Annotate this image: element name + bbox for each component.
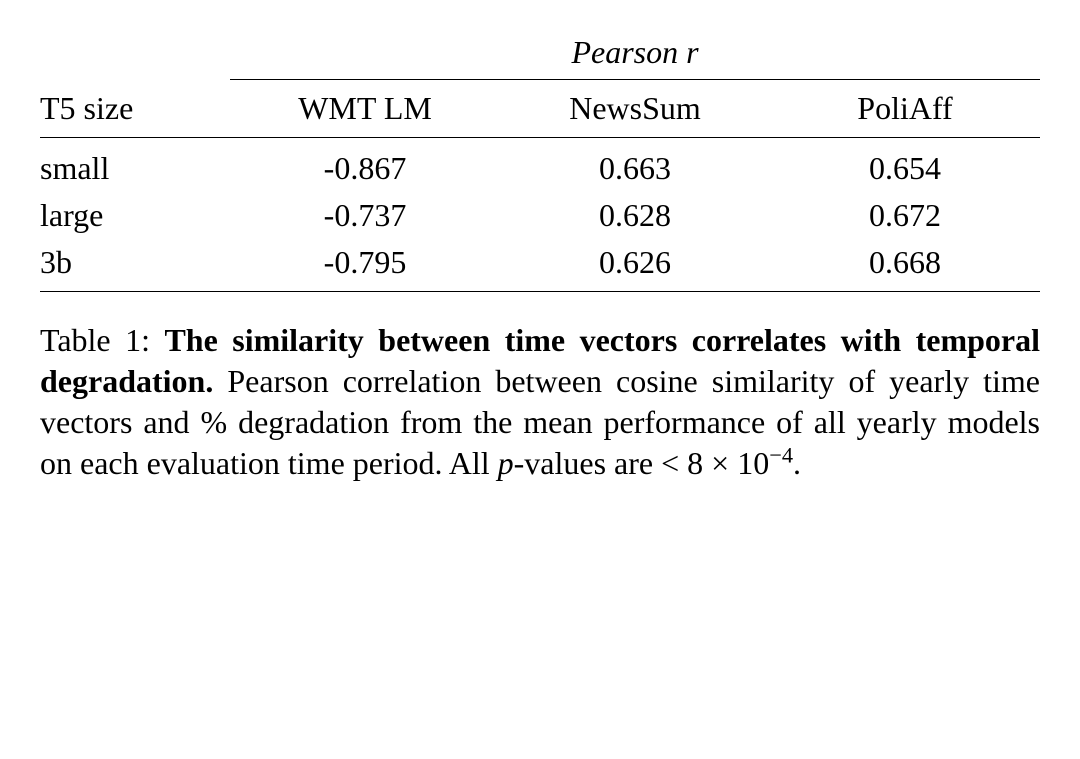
super-header-empty — [40, 30, 230, 80]
cell-wmt: -0.737 — [230, 191, 500, 238]
cell-wmt: -0.867 — [230, 138, 500, 192]
col-header-size: T5 size — [40, 80, 230, 138]
caption-pvar: p — [498, 445, 514, 481]
cell-poli: 0.668 — [770, 238, 1040, 292]
table-caption: Table 1: The similarity between time vec… — [40, 320, 1040, 484]
cell-size: large — [40, 191, 230, 238]
cell-size: small — [40, 138, 230, 192]
caption-label: Table 1: — [40, 322, 164, 358]
table-row: large -0.737 0.628 0.672 — [40, 191, 1040, 238]
cell-size: 3b — [40, 238, 230, 292]
caption-body-3: . — [793, 445, 801, 481]
cell-poli: 0.672 — [770, 191, 1040, 238]
cell-news: 0.663 — [500, 138, 770, 192]
column-header-row: T5 size WMT LM NewsSum PoliAff — [40, 80, 1040, 138]
col-header-poli: PoliAff — [770, 80, 1040, 138]
caption-body-2: -values are < 8 × 10 — [514, 445, 770, 481]
super-header-label: Pearson r — [230, 30, 1040, 80]
cell-news: 0.626 — [500, 238, 770, 292]
caption-exponent: −4 — [769, 442, 793, 467]
pearson-table: Pearson r T5 size WMT LM NewsSum PoliAff… — [40, 30, 1040, 292]
super-header-row: Pearson r — [40, 30, 1040, 80]
cell-news: 0.628 — [500, 191, 770, 238]
table-row: 3b -0.795 0.626 0.668 — [40, 238, 1040, 292]
table-row: small -0.867 0.663 0.654 — [40, 138, 1040, 192]
cell-poli: 0.654 — [770, 138, 1040, 192]
col-header-wmt: WMT LM — [230, 80, 500, 138]
col-header-news: NewsSum — [500, 80, 770, 138]
cell-wmt: -0.795 — [230, 238, 500, 292]
